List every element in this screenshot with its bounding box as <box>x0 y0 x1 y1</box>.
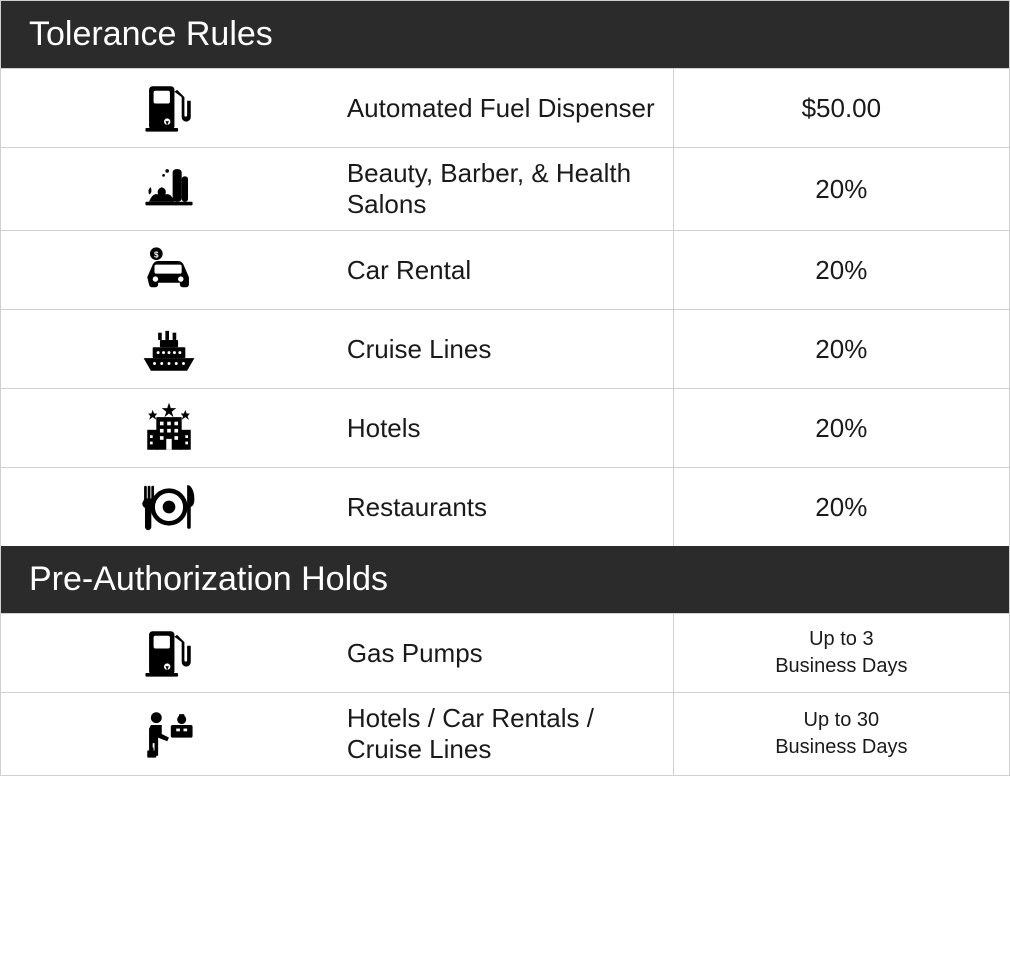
row-value: 20% <box>673 310 1009 389</box>
table-row: Cruise Lines20% <box>1 310 1010 389</box>
salon-icon <box>1 148 337 231</box>
table-row: Hotels / Car Rentals / Cruise LinesUp to… <box>1 693 1010 776</box>
table-row: Car Rental20% <box>1 231 1010 310</box>
row-label: Hotels <box>337 389 673 468</box>
fuel-pump-icon <box>1 69 337 148</box>
table-row: Gas PumpsUp to 3Business Days <box>1 614 1010 693</box>
concierge-icon <box>1 693 337 776</box>
table-row: Automated Fuel Dispenser$50.00 <box>1 69 1010 148</box>
row-value: Up to 3Business Days <box>673 614 1009 693</box>
row-label: Beauty, Barber, & Health Salons <box>337 148 673 231</box>
car-rental-icon <box>1 231 337 310</box>
row-value: 20% <box>673 468 1009 547</box>
row-value: $50.00 <box>673 69 1009 148</box>
row-value: 20% <box>673 231 1009 310</box>
row-label: Gas Pumps <box>337 614 673 693</box>
row-value: 20% <box>673 389 1009 468</box>
row-label: Hotels / Car Rentals / Cruise Lines <box>337 693 673 776</box>
row-label: Cruise Lines <box>337 310 673 389</box>
row-label: Automated Fuel Dispenser <box>337 69 673 148</box>
cruise-icon <box>1 310 337 389</box>
table-row: Restaurants20% <box>1 468 1010 547</box>
row-label: Restaurants <box>337 468 673 547</box>
fuel-pump-icon <box>1 614 337 693</box>
restaurant-icon <box>1 468 337 547</box>
table-row: Hotels20% <box>1 389 1010 468</box>
row-value: 20% <box>673 148 1009 231</box>
section-header: Tolerance Rules <box>1 1 1010 69</box>
section-header: Pre-Authorization Holds <box>1 546 1010 614</box>
hotel-icon <box>1 389 337 468</box>
row-value: Up to 30Business Days <box>673 693 1009 776</box>
row-label: Car Rental <box>337 231 673 310</box>
table-row: Beauty, Barber, & Health Salons20% <box>1 148 1010 231</box>
tolerance-table: Tolerance RulesAutomated Fuel Dispenser$… <box>0 0 1010 776</box>
